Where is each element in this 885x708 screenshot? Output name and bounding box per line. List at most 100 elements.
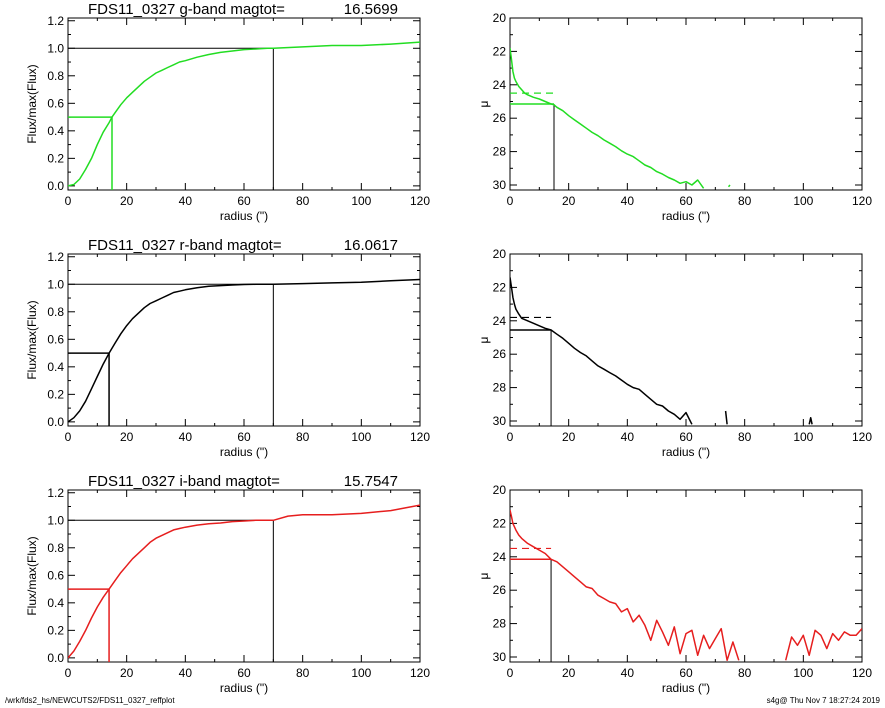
y-tick-label: 1.0 xyxy=(47,513,64,527)
panel-i-growth-curve: 0 20 40 60 80 100 120 0.0 0.2 0.4 0.6 0.8 1.0 1.2 radi… xyxy=(25,473,430,695)
x-tick-label: 40 xyxy=(179,430,193,444)
y-tick-label: 22 xyxy=(493,44,507,58)
y-tick-label: 24 xyxy=(493,314,507,328)
chart-title: FDS11_0327 r-band magtot= xyxy=(88,237,282,254)
series-line-g-0 xyxy=(68,41,420,187)
x-tick-label: 0 xyxy=(507,666,514,680)
x-tick-label: 80 xyxy=(738,666,752,680)
series-line-r-0 xyxy=(510,277,693,425)
timestamp-label: s4g@ Thu Nov 7 18:27:24 2019 xyxy=(766,696,880,705)
plot-area xyxy=(68,504,420,662)
x-tick-label: 20 xyxy=(120,666,134,680)
y-tick-label: 30 xyxy=(493,414,507,428)
series-line-g-1 xyxy=(727,184,731,188)
x-tick-label: 0 xyxy=(65,430,72,444)
y-tick-label: 1.2 xyxy=(47,14,64,28)
magtot-value: 16.5699 xyxy=(344,1,398,18)
y-tick-label: 1.0 xyxy=(47,41,64,55)
magtot-value: 15.7547 xyxy=(344,473,398,490)
plot-area xyxy=(510,509,862,662)
x-tick-label: 60 xyxy=(679,430,693,444)
file-path-label: /wrk/fds2_hs/NEWCUTS2/FDS11_0327_reffplo… xyxy=(5,696,175,705)
x-tick-label: 100 xyxy=(793,430,813,444)
x-tick-label: 0 xyxy=(65,666,72,680)
x-tick-label: 40 xyxy=(179,194,193,208)
y-tick-label: 26 xyxy=(493,347,507,361)
y-tick-label: 0.2 xyxy=(47,387,64,401)
chart-title: FDS11_0327 i-band magtot= xyxy=(88,473,280,490)
y-axis-label: Flux/max(Flux) xyxy=(25,536,39,615)
x-tick-label: 100 xyxy=(793,666,813,680)
y-tick-label: 28 xyxy=(493,145,507,159)
plot-area xyxy=(68,278,420,426)
x-axis-label: radius (") xyxy=(220,681,268,695)
y-tick-label: 20 xyxy=(493,247,507,261)
series-line-r-2 xyxy=(808,416,813,425)
x-tick-label: 100 xyxy=(351,666,371,680)
x-tick-label: 120 xyxy=(852,666,872,680)
y-tick-label: 30 xyxy=(493,650,507,664)
x-tick-label: 0 xyxy=(65,194,72,208)
x-tick-label: 60 xyxy=(237,430,251,444)
x-tick-label: 20 xyxy=(120,194,134,208)
y-tick-label: 0.2 xyxy=(47,623,64,637)
y-tick-label: 1.2 xyxy=(47,250,64,264)
series-line-g-0 xyxy=(510,48,705,189)
y-tick-label: 0.0 xyxy=(47,415,64,429)
y-axis-label: Flux/max(Flux) xyxy=(25,64,39,143)
y-tick-label: 24 xyxy=(493,78,507,92)
y-tick-label: 0.8 xyxy=(47,541,64,555)
x-tick-label: 60 xyxy=(237,666,251,680)
y-tick-label: 28 xyxy=(493,617,507,631)
panel-i-surface-brightness: 0 20 40 60 80 100 120 20 22 24 26 28 30 radius (") μ xyxy=(477,483,872,695)
x-tick-label: 0 xyxy=(507,194,514,208)
x-tick-label: 60 xyxy=(237,194,251,208)
x-tick-label: 100 xyxy=(351,430,371,444)
x-tick-label: 40 xyxy=(621,666,635,680)
y-axis-label: μ xyxy=(477,100,491,107)
x-axis-label: radius (") xyxy=(662,445,710,459)
x-axis-label: radius (") xyxy=(662,681,710,695)
x-tick-label: 100 xyxy=(793,194,813,208)
y-axis-label: μ xyxy=(477,336,491,343)
series-line-i-0 xyxy=(68,504,420,659)
y-tick-label: 0.4 xyxy=(47,596,64,610)
x-tick-label: 40 xyxy=(179,666,193,680)
x-tick-label: 120 xyxy=(410,430,430,444)
x-tick-label: 80 xyxy=(738,430,752,444)
series-line-r-0 xyxy=(68,278,420,423)
y-tick-label: 0.2 xyxy=(47,151,64,165)
x-tick-label: 80 xyxy=(296,666,310,680)
x-tick-label: 60 xyxy=(679,194,693,208)
x-axis-label: radius (") xyxy=(220,209,268,223)
x-axis-label: radius (") xyxy=(662,209,710,223)
y-tick-label: 0.0 xyxy=(47,651,64,665)
chart-title: FDS11_0327 g-band magtot= xyxy=(88,1,285,18)
y-tick-label: 0.0 xyxy=(47,179,64,193)
x-tick-label: 20 xyxy=(562,430,576,444)
y-tick-label: 24 xyxy=(493,550,507,564)
y-tick-label: 0.8 xyxy=(47,305,64,319)
magtot-value: 16.0617 xyxy=(344,237,398,254)
panel-r-growth-curve: 0 20 40 60 80 100 120 0.0 0.2 0.4 0.6 0.8 1.0 1.2 radi… xyxy=(25,237,430,459)
y-axis-label: Flux/max(Flux) xyxy=(25,300,39,379)
y-tick-label: 30 xyxy=(493,178,507,192)
x-tick-label: 120 xyxy=(852,430,872,444)
panels-layer: 0 20 40 60 80 100 120 0.0 0.2 0.4 0.6 0.8 1.0 1.2 radi… xyxy=(25,1,872,695)
y-tick-label: 22 xyxy=(493,280,507,294)
y-tick-label: 28 xyxy=(493,381,507,395)
y-tick-label: 0.6 xyxy=(47,96,64,110)
x-tick-label: 80 xyxy=(296,430,310,444)
x-axis-label: radius (") xyxy=(220,445,268,459)
y-tick-label: 0.6 xyxy=(47,568,64,582)
plot-area xyxy=(510,277,813,426)
x-tick-label: 60 xyxy=(679,666,693,680)
y-tick-label: 0.4 xyxy=(47,124,64,138)
y-tick-label: 1.2 xyxy=(47,486,64,500)
x-tick-label: 120 xyxy=(410,666,430,680)
x-tick-label: 100 xyxy=(351,194,371,208)
y-tick-label: 22 xyxy=(493,516,507,530)
y-tick-label: 26 xyxy=(493,111,507,125)
